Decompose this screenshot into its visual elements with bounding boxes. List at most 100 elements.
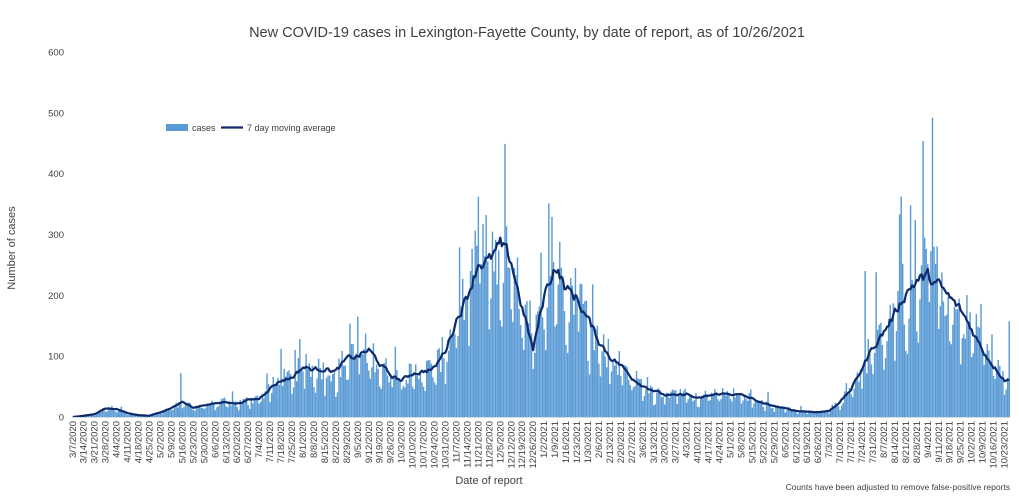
case-bar: [319, 368, 321, 417]
x-tick-label: 7/24/2021: [857, 421, 868, 463]
case-bar: [842, 402, 844, 417]
case-bar: [797, 413, 799, 417]
case-bar: [872, 373, 874, 417]
case-bar: [321, 379, 323, 417]
case-bar: [371, 367, 373, 417]
case-bar: [656, 392, 658, 417]
case-bar: [925, 248, 927, 417]
case-bar: [526, 301, 528, 417]
case-bar: [806, 413, 808, 417]
case-bar: [969, 312, 971, 417]
y-axis-label: Number of cases: [6, 206, 18, 290]
case-bar: [712, 395, 714, 417]
x-tick-label: 7/31/2021: [868, 421, 879, 463]
case-bar: [869, 354, 871, 417]
case-bar: [858, 381, 860, 417]
x-tick-label: 5/22/2021: [758, 421, 769, 463]
case-bar: [446, 361, 448, 417]
case-bar: [352, 343, 354, 417]
case-bar: [939, 306, 942, 417]
case-bar: [109, 408, 112, 417]
case-bar: [316, 378, 318, 417]
case-bar: [97, 411, 99, 417]
case-bar: [739, 393, 741, 417]
case-bar: [851, 397, 854, 417]
case-bar: [267, 384, 270, 417]
case-bar: [761, 399, 763, 417]
case-bar: [327, 375, 329, 417]
case-bar: [361, 354, 364, 417]
case-bar: [209, 405, 212, 417]
case-bar: [804, 412, 807, 417]
x-tick-label: 6/12/2021: [791, 421, 802, 463]
case-bar: [396, 370, 398, 417]
case-bar: [731, 401, 733, 417]
case-bar: [934, 263, 937, 417]
case-bar: [786, 410, 788, 417]
case-bar: [687, 399, 689, 417]
case-bar: [447, 350, 450, 417]
case-bar: [559, 241, 561, 417]
case-bar: [444, 384, 447, 417]
case-bar: [591, 284, 594, 417]
case-bar: [436, 349, 439, 417]
case-bar: [648, 393, 650, 417]
case-bar: [789, 407, 791, 417]
case-bar: [866, 373, 868, 417]
case-bar: [402, 385, 404, 417]
case-bar: [126, 414, 129, 417]
case-bar: [1005, 389, 1007, 417]
x-tick-label: 5/23/2020: [188, 421, 199, 463]
case-bar: [407, 383, 409, 417]
case-bar: [623, 365, 625, 417]
case-bar: [435, 384, 437, 417]
case-bar: [508, 268, 511, 417]
case-bar: [927, 264, 929, 417]
case-bar: [233, 404, 235, 417]
case-bar: [582, 303, 584, 417]
case-bar: [197, 406, 199, 417]
case-bar: [618, 351, 621, 417]
case-bar: [460, 306, 462, 417]
case-bar: [820, 412, 823, 417]
case-bar: [530, 333, 533, 417]
x-tick-label: 8/14/2021: [890, 421, 901, 463]
case-bar: [162, 410, 165, 417]
case-bar: [751, 407, 754, 417]
case-bar: [103, 408, 105, 417]
case-bar: [916, 331, 918, 417]
case-bar: [194, 410, 196, 417]
case-bar: [480, 264, 483, 417]
case-bar: [923, 237, 926, 417]
case-bar: [223, 397, 226, 417]
legend-ma-label: 7 day moving average: [247, 123, 336, 133]
case-bar: [339, 377, 342, 417]
case-bar: [764, 411, 766, 417]
case-bar: [203, 409, 206, 417]
case-bar: [663, 404, 666, 417]
case-bar: [632, 387, 635, 417]
case-bar: [383, 363, 386, 417]
case-bar: [1003, 394, 1006, 417]
case-bar: [919, 299, 921, 417]
case-bar: [898, 214, 901, 417]
case-bar: [684, 388, 686, 417]
case-bar: [278, 384, 281, 417]
case-bar: [206, 405, 209, 417]
case-bar: [831, 404, 833, 417]
case-bar: [543, 329, 545, 417]
case-bar: [959, 364, 962, 417]
x-tick-label: 9/11/2021: [934, 421, 945, 463]
case-bar: [465, 298, 467, 417]
case-bar: [104, 411, 107, 417]
case-bar: [912, 284, 915, 417]
case-bar: [330, 381, 332, 417]
case-bar: [621, 385, 624, 417]
case-bar: [690, 396, 693, 417]
case-bar: [911, 279, 913, 417]
case-bar: [100, 409, 102, 417]
case-bar: [159, 412, 162, 417]
case-bar: [931, 117, 934, 417]
case-bar: [710, 392, 713, 417]
x-tick-label: 5/29/2021: [769, 421, 780, 463]
